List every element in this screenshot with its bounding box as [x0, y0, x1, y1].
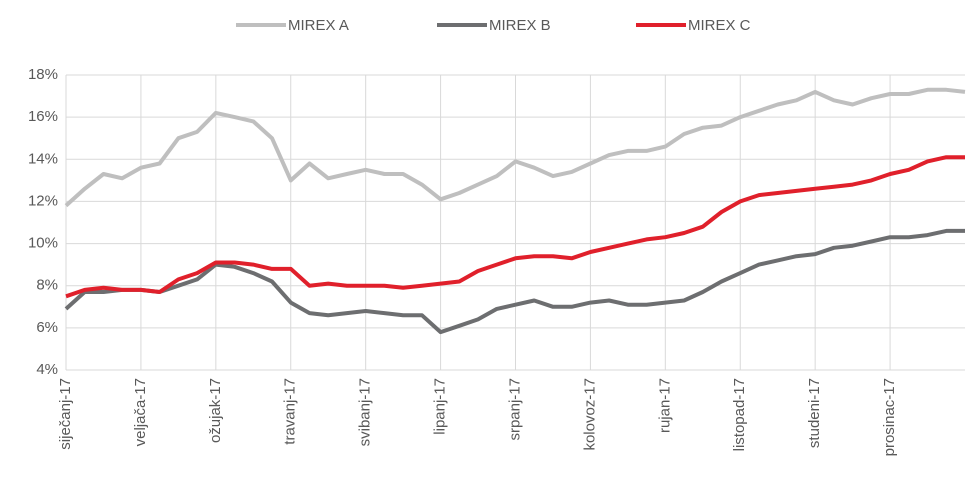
legend-label: MIREX C — [688, 17, 751, 34]
series-line — [64, 87, 966, 208]
y-tick-label: 18% — [28, 66, 58, 83]
y-tick-label: 16% — [28, 108, 58, 125]
x-tick-label: lipanj-17 — [432, 378, 449, 435]
y-tick-label: 12% — [28, 192, 58, 209]
x-tick-label: studeni-17 — [806, 378, 823, 448]
y-tick-label: 14% — [28, 150, 58, 167]
y-tick-label: 10% — [28, 235, 58, 252]
y-tick-label: 6% — [36, 319, 58, 336]
x-tick-label: srpanj-17 — [506, 378, 523, 441]
x-tick-label: kolovoz-17 — [581, 378, 598, 451]
x-tick-label: rujan-17 — [656, 378, 673, 433]
x-tick-label: siječanj-17 — [57, 378, 74, 450]
x-tick-label: prosinac-17 — [881, 378, 898, 456]
y-tick-label: 8% — [36, 277, 58, 294]
x-tick-label: svibanj-17 — [357, 378, 374, 446]
series-line — [65, 155, 965, 299]
x-tick-label: veljača-17 — [132, 378, 149, 446]
legend-label: MIREX B — [489, 17, 551, 34]
x-tick-label: travanj-17 — [282, 378, 299, 445]
x-tick-label: listopad-17 — [731, 378, 748, 451]
legend-label: MIREX A — [288, 17, 349, 34]
x-tick-label: ožujak-17 — [207, 378, 224, 443]
y-tick-label: 4% — [36, 361, 58, 378]
